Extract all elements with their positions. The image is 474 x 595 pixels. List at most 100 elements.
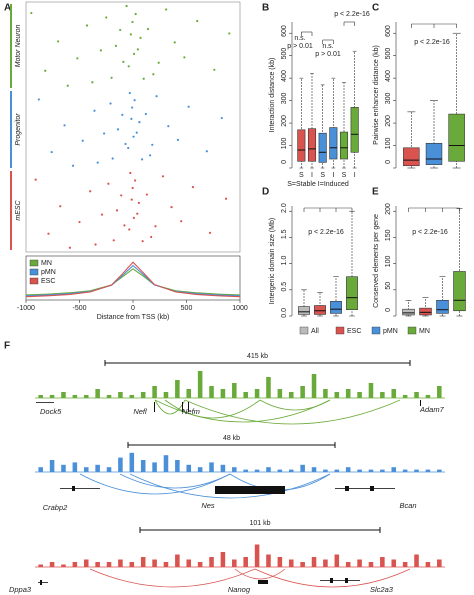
legend-swatch xyxy=(407,326,417,335)
gene-label: Dppa3 xyxy=(9,585,32,594)
point xyxy=(105,16,108,19)
point xyxy=(228,32,231,35)
signal-bar xyxy=(334,392,340,398)
point xyxy=(136,48,139,51)
point xyxy=(81,139,84,142)
annotation: p < 2.2e-16 xyxy=(334,11,370,18)
y-tick-label: 0.5 xyxy=(281,282,288,292)
y-tick-label: 100 xyxy=(281,137,288,149)
signal-bar xyxy=(311,374,317,398)
point xyxy=(157,61,160,64)
interaction-arc xyxy=(259,399,331,411)
signal-bar xyxy=(220,389,226,398)
box xyxy=(419,307,432,316)
point xyxy=(120,194,123,197)
signal-bar xyxy=(391,389,397,398)
point xyxy=(130,117,133,121)
panel-label: F xyxy=(4,341,10,352)
interaction-arc xyxy=(79,473,231,495)
gene-glyph xyxy=(36,402,54,403)
signal-bar xyxy=(175,554,180,567)
signal-bar xyxy=(83,467,89,472)
signal-bar xyxy=(437,559,442,567)
gene-glyph xyxy=(188,402,189,412)
signal-bar xyxy=(106,395,112,398)
signal-bar xyxy=(186,464,192,472)
point xyxy=(141,240,144,243)
gene-glyph xyxy=(335,488,395,489)
point xyxy=(99,49,102,52)
point xyxy=(213,68,216,71)
signal-bar xyxy=(368,383,374,398)
y-tick-label: 600 xyxy=(385,25,392,37)
signal-bar xyxy=(61,464,66,472)
box xyxy=(318,132,327,163)
signal-bar xyxy=(323,469,328,472)
signal-bar xyxy=(140,392,146,398)
box xyxy=(453,271,466,312)
signal-bar xyxy=(175,380,180,398)
point xyxy=(140,158,144,161)
panel-label: D xyxy=(262,187,269,198)
point xyxy=(30,11,33,15)
y-tick-label: 300 xyxy=(281,93,288,105)
signal-bar xyxy=(345,562,351,567)
signal-bar xyxy=(266,467,271,472)
signal-bar xyxy=(106,562,112,567)
signal-bar xyxy=(175,460,180,472)
density-line xyxy=(25,261,241,298)
signal-bar xyxy=(243,392,248,398)
signal-bar xyxy=(437,386,442,398)
legend-label: ESC xyxy=(41,278,55,285)
signal-bar xyxy=(118,457,123,472)
box xyxy=(346,276,358,311)
legend-label: All xyxy=(311,328,319,335)
y-axis-label: Interaction distance (kb) xyxy=(269,58,276,133)
y-tick-label: 0 xyxy=(281,160,288,164)
signal-bar xyxy=(129,395,135,398)
point xyxy=(196,19,199,23)
gene-label: Adam7 xyxy=(419,405,445,414)
point xyxy=(94,243,97,246)
signal-bar xyxy=(380,557,385,567)
box xyxy=(329,127,338,160)
point xyxy=(44,69,47,72)
point xyxy=(165,8,168,11)
signal-bar xyxy=(277,469,283,472)
box xyxy=(425,142,443,165)
signal-bar xyxy=(129,562,135,567)
signal-bar xyxy=(152,559,157,567)
signal-bar xyxy=(72,462,78,472)
y-tick-label: 50 xyxy=(385,282,392,290)
legend-swatch xyxy=(335,326,345,335)
point xyxy=(63,124,66,127)
group-label: Progenitor xyxy=(15,113,22,146)
signal-bar xyxy=(254,389,260,398)
gene-label: Nefm xyxy=(182,407,200,416)
point xyxy=(154,225,157,228)
gene-glyph xyxy=(38,582,48,583)
gene-label: Crabp2 xyxy=(43,503,68,512)
signal-bar xyxy=(254,469,260,472)
y-tick-label: 200 xyxy=(385,203,392,215)
signal-bar xyxy=(402,469,408,472)
signal-bar xyxy=(95,464,100,472)
signal-bar xyxy=(186,389,192,398)
y-axis-label: Conserved elements per gene xyxy=(373,214,380,308)
point xyxy=(121,113,124,116)
point xyxy=(124,142,127,146)
gene-label: Slc2a3 xyxy=(370,585,394,594)
point xyxy=(173,41,176,44)
point xyxy=(139,36,142,40)
point xyxy=(129,33,132,36)
gene-glyph xyxy=(72,486,75,491)
gene-glyph xyxy=(330,578,333,583)
point xyxy=(115,209,119,212)
x-axis-label: Distance from TSS (kb) xyxy=(97,314,170,321)
x-tick-label: S xyxy=(320,172,325,179)
point xyxy=(71,164,75,167)
density-line xyxy=(25,268,241,296)
point xyxy=(187,105,190,108)
signal-bar xyxy=(391,467,397,472)
